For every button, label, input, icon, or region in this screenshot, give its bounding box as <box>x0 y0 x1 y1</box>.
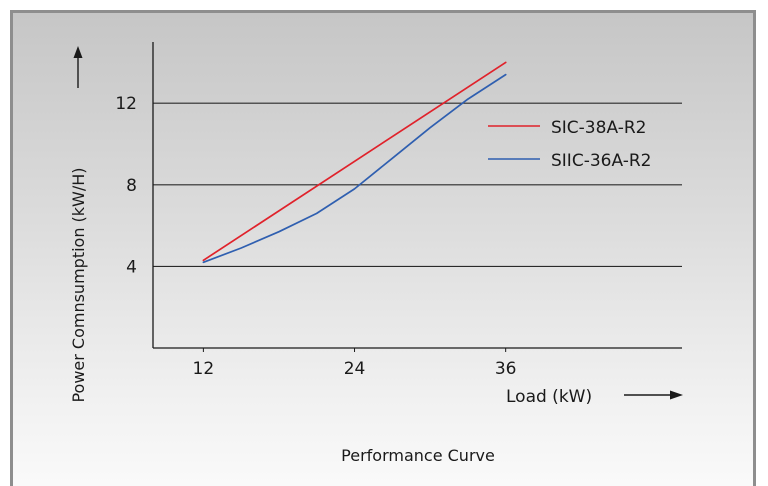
y-axis-arrow-head <box>73 46 83 58</box>
grid-lines <box>153 102 682 267</box>
tick-labels: 4 8 12 12 24 36 <box>115 94 516 379</box>
y-axis-title: Power Comnsumption (kW/H) <box>69 167 88 402</box>
legend-label-1: SIC-38A-R2 <box>551 118 646 138</box>
y-axis-title-group: Power Comnsumption (kW/H) <box>69 46 88 403</box>
series-line-2 <box>202 73 507 264</box>
series-line-1 <box>202 61 507 262</box>
x-tick-label-24: 24 <box>344 359 366 379</box>
chart-frame <box>10 10 756 486</box>
legend: SIC-38A-R2 SIIC-36A-R2 <box>488 118 651 171</box>
axes <box>152 42 682 349</box>
x-axis-arrow-head <box>670 390 683 400</box>
y-tick-label-4: 4 <box>126 257 137 277</box>
chart-title: Performance Curve <box>341 446 495 465</box>
y-tick-label-8: 8 <box>126 176 137 196</box>
x-tick-label-36: 36 <box>495 359 517 379</box>
x-axis-title-group: Load (kW) <box>506 387 683 407</box>
x-axis-title: Load (kW) <box>506 387 592 407</box>
legend-label-2: SIIC-36A-R2 <box>551 151 651 171</box>
series-lines <box>202 61 507 264</box>
x-tick-label-12: 12 <box>193 359 215 379</box>
y-tick-label-12: 12 <box>115 94 137 114</box>
